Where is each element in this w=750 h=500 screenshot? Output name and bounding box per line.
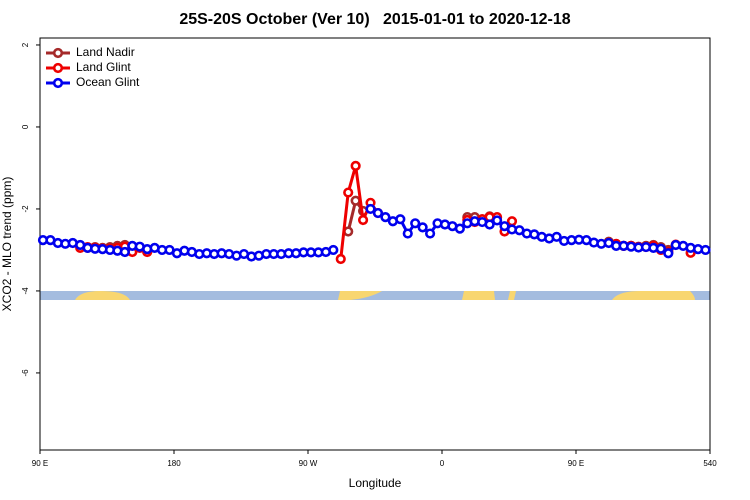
- data-point: [655, 243, 666, 254]
- legend-label: Land Nadir: [76, 45, 135, 59]
- data-point: [410, 218, 421, 229]
- data-point: [350, 160, 361, 172]
- data-point: [380, 212, 391, 223]
- data-point: [484, 219, 495, 230]
- land-strip: [462, 291, 495, 300]
- data-point: [343, 187, 354, 198]
- x-tick-label: 0: [440, 459, 445, 468]
- data-point: [454, 223, 465, 234]
- y-tick-label: -4: [21, 287, 30, 295]
- data-point: [350, 195, 361, 206]
- land-strip: [75, 291, 130, 300]
- x-tick-label: 180: [167, 459, 181, 468]
- data-point: [700, 244, 711, 256]
- data-point: [372, 207, 384, 219]
- land-strip: [508, 291, 516, 300]
- data-point: [357, 214, 369, 226]
- data-point: [491, 215, 503, 226]
- map-strip: [40, 291, 710, 300]
- data-point: [119, 246, 130, 258]
- legend-marker: [52, 62, 64, 74]
- y-tick-label: -6: [21, 369, 30, 377]
- data-point: [424, 228, 436, 239]
- y-tick-label: 0: [21, 124, 30, 129]
- y-tick-label: 2: [21, 42, 30, 47]
- data-point: [335, 253, 346, 265]
- data-point: [663, 248, 674, 259]
- data-point: [402, 228, 413, 239]
- x-tick-label: 90 E: [568, 459, 584, 468]
- data-point: [417, 222, 428, 233]
- ocean-strip: [40, 291, 710, 300]
- x-tick-label: 540: [703, 459, 717, 468]
- data-point: [506, 216, 518, 227]
- data-point: [395, 214, 406, 225]
- legend-marker: [52, 47, 64, 59]
- legend-marker: [52, 77, 64, 89]
- y-axis-label: XCO2 - MLO trend (ppm): [0, 177, 14, 312]
- data-point: [365, 203, 376, 215]
- legend-label: Land Glint: [76, 60, 131, 74]
- chart-title: 25S-20S October (Ver 10) 2015-01-01 to 2…: [179, 11, 570, 28]
- x-tick-label: 90 W: [299, 459, 318, 468]
- x-tick-label: 90 E: [32, 459, 48, 468]
- data-point: [328, 244, 339, 256]
- y-tick-label: -2: [21, 205, 30, 213]
- legend-label: Ocean Glint: [76, 75, 140, 89]
- data-point: [551, 231, 562, 242]
- land-strip: [338, 291, 382, 300]
- x-axis-label: Longitude: [349, 476, 402, 490]
- land-strip: [612, 291, 695, 300]
